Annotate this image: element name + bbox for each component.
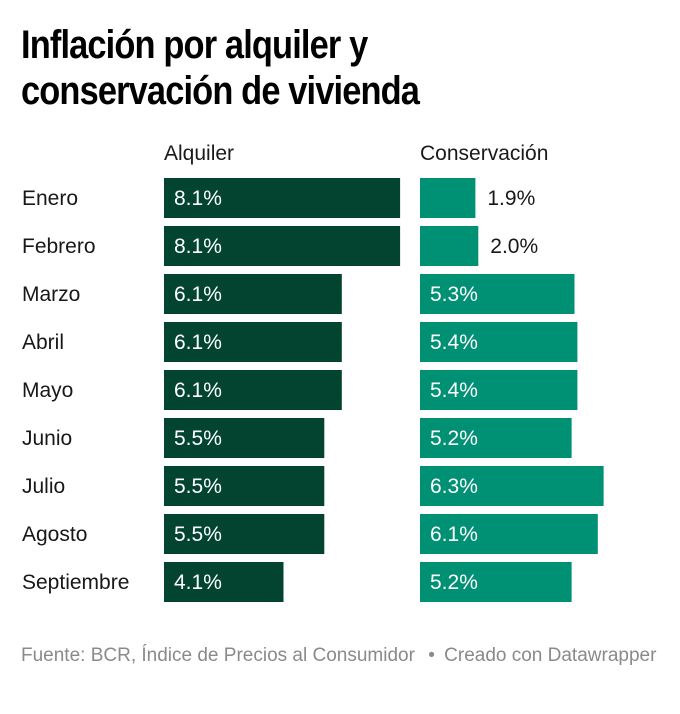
value-label-alquiler: 5.5% — [174, 475, 222, 498]
bar-alquiler — [164, 466, 325, 506]
bar-conservacion — [420, 274, 575, 314]
category-label: Junio — [22, 427, 72, 450]
value-label-alquiler: 4.1% — [174, 571, 222, 594]
bar-conservacion — [420, 370, 578, 410]
bar-conservacion — [420, 418, 572, 458]
category-label: Marzo — [22, 283, 80, 306]
bar-conservacion — [420, 178, 476, 218]
chart-title: Inflación por alquiler y conservación de… — [21, 22, 571, 114]
bar-alquiler — [164, 178, 401, 218]
bar-alquiler — [164, 226, 401, 266]
category-label: Mayo — [22, 379, 73, 402]
value-label-alquiler: 8.1% — [174, 235, 222, 258]
value-label-conservacion: 6.1% — [430, 523, 478, 546]
value-label-conservacion: 5.4% — [430, 379, 478, 402]
value-label-alquiler: 8.1% — [174, 187, 222, 210]
bar-alquiler — [164, 562, 284, 602]
footer-credit: Creado con Datawrapper — [444, 645, 657, 666]
value-label-alquiler: 6.1% — [174, 379, 222, 402]
chart-footer: Fuente: BCR, Índice de Precios al Consum… — [21, 643, 661, 668]
bar-alquiler — [164, 274, 342, 314]
category-label: Enero — [22, 187, 78, 210]
bar-conservacion — [420, 226, 479, 266]
category-label: Septiembre — [22, 571, 129, 594]
category-label: Agosto — [22, 523, 87, 546]
bar-alquiler — [164, 514, 325, 554]
value-label-alquiler: 6.1% — [174, 283, 222, 306]
column-header-alquiler: Alquiler — [164, 142, 235, 165]
chart-title-line-1: Inflación por alquiler y — [21, 23, 368, 67]
column-header-conservacion: Conservación — [420, 142, 549, 165]
value-label-conservacion: 5.2% — [430, 427, 478, 450]
value-label-alquiler: 5.5% — [174, 427, 222, 450]
value-label-conservacion: 5.3% — [430, 283, 478, 306]
bar-conservacion — [420, 322, 578, 362]
value-label-conservacion: 1.9% — [487, 187, 535, 210]
category-label: Julio — [22, 475, 65, 498]
chart-title-line-2: conservación de vivienda — [21, 69, 420, 113]
value-label-alquiler: 5.5% — [174, 523, 222, 546]
bar-conservacion — [420, 562, 572, 602]
category-label: Febrero — [22, 235, 96, 258]
bar-alquiler — [164, 322, 342, 362]
value-label-conservacion: 5.4% — [430, 331, 478, 354]
bar-conservacion — [420, 514, 598, 554]
bar-chart: Enero 8.1% 1.9% Febrero 8.1% 2.0% Marzo 6.1% 5.3… — [22, 178, 604, 602]
footer-source: Fuente: BCR, Índice de Precios al Consum… — [21, 645, 415, 666]
bar-alquiler — [164, 370, 342, 410]
footer-separator: • — [428, 645, 435, 666]
value-label-alquiler: 6.1% — [174, 331, 222, 354]
bar-conservacion — [420, 466, 604, 506]
value-label-conservacion: 5.2% — [430, 571, 478, 594]
bar-alquiler — [164, 418, 325, 458]
value-label-conservacion: 2.0% — [490, 235, 538, 258]
category-label: Abril — [22, 331, 64, 354]
value-label-conservacion: 6.3% — [430, 475, 478, 498]
